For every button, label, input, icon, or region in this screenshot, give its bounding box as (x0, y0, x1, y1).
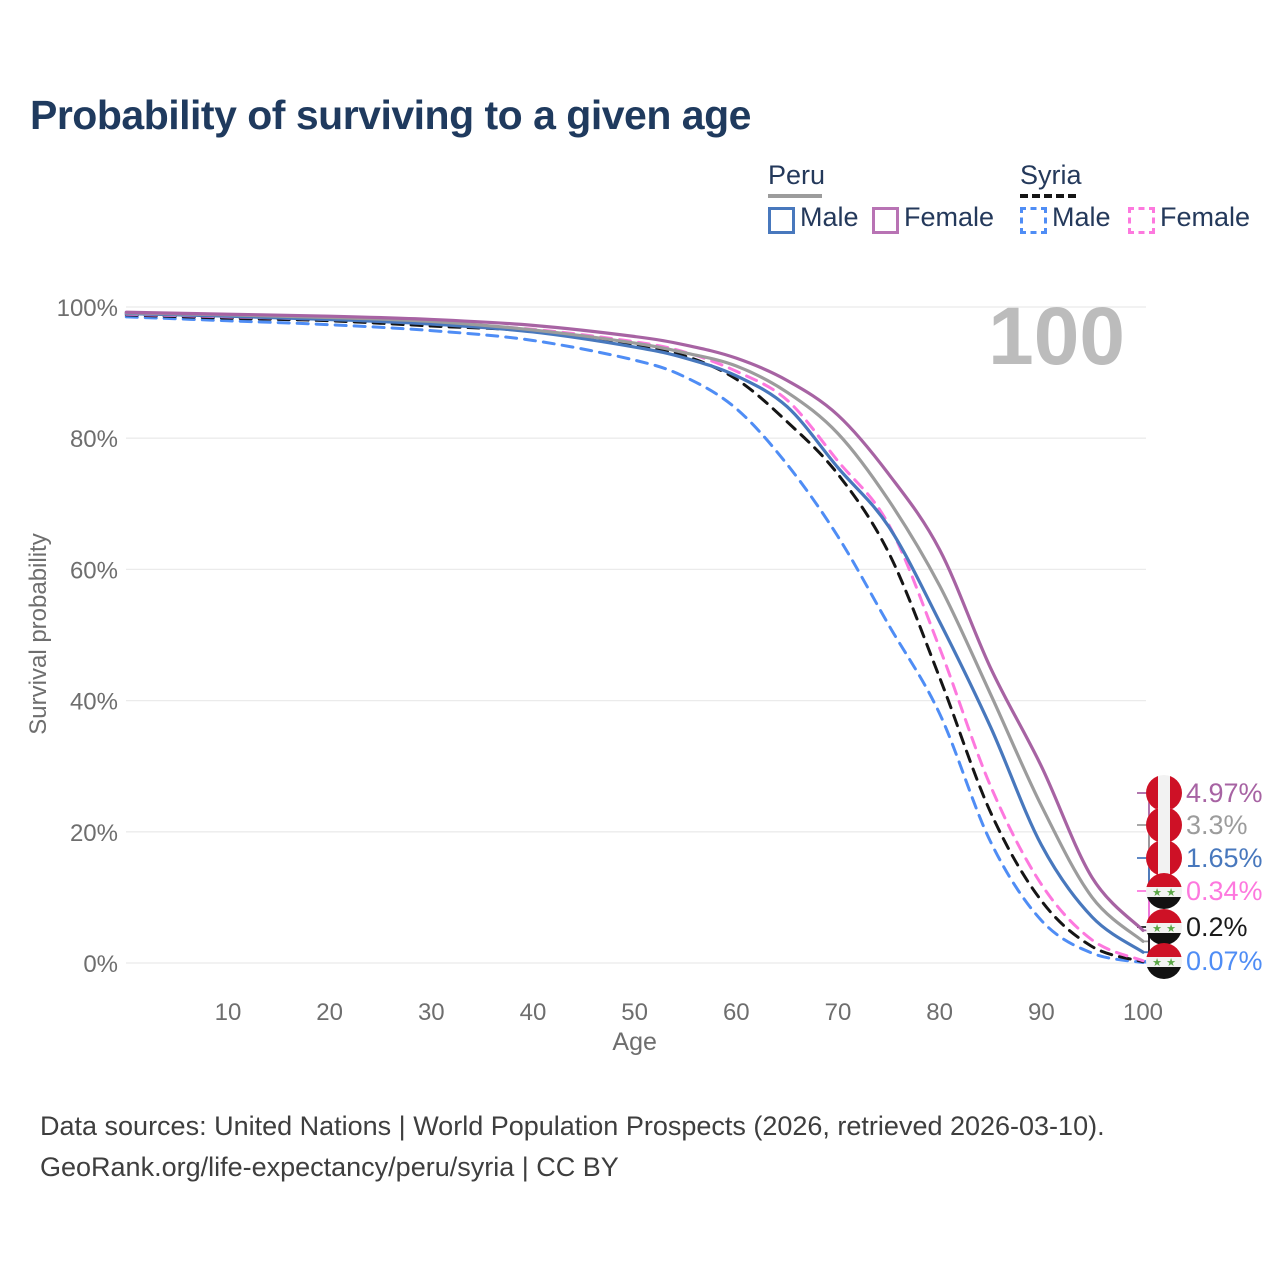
footer-attribution-line[interactable]: GeoRank.org/life-expectancy/peru/syria |… (40, 1152, 619, 1182)
end-label-value: 1.65% (1186, 843, 1263, 873)
legend-group-syria[interactable]: Syria (1020, 160, 1082, 190)
curve-peru-male[interactable] (124, 311, 1145, 954)
y-axis-tick-label: 100% (57, 295, 118, 322)
curve-syria-male[interactable] (124, 315, 1145, 965)
syria-star-icon: ★ (1166, 887, 1176, 899)
y-axis-tick-label: 0% (83, 951, 118, 978)
legend-swatch-syria-female-icon[interactable] (1128, 207, 1155, 234)
y-axis-tick-label: 20% (70, 820, 118, 847)
y-axis-tick-label: 60% (70, 557, 118, 584)
legend-syria-line-swatch (1020, 194, 1076, 198)
legend-item-syria-female[interactable]: Female (1160, 202, 1251, 232)
footer-sources-line: Data sources: United Nations | World Pop… (40, 1111, 1105, 1141)
end-label-value: 0.34% (1186, 876, 1263, 906)
curve-syria-both-sexes[interactable] (124, 313, 1145, 964)
curve-peru-both-sexes[interactable] (124, 311, 1145, 943)
end-label-value: 0.2% (1186, 912, 1248, 942)
curve-syria-female[interactable] (124, 312, 1145, 963)
end-label-value: 0.07% (1186, 946, 1263, 976)
x-axis-tick-label: 20 (316, 999, 343, 1026)
x-axis-tick-label: 80 (926, 999, 953, 1026)
legend-swatch-syria-male-icon[interactable] (1020, 207, 1047, 234)
peru-flag-icon (1146, 807, 1182, 843)
peru-flag-icon (1146, 840, 1182, 876)
y-axis-tick-label: 40% (70, 689, 118, 716)
legend-item-peru-male[interactable]: Male (800, 202, 859, 232)
legend-group-peru[interactable]: Peru (768, 160, 826, 190)
x-axis-title: Age (612, 1028, 656, 1056)
age-watermark: 100 (988, 291, 1125, 382)
x-axis-tick-label: 60 (723, 999, 750, 1026)
x-axis-tick-label: 40 (520, 999, 547, 1026)
syria-flag-icon: ★ ★ (1146, 873, 1182, 909)
x-axis-tick-label: 10 (215, 999, 242, 1026)
syria-flag-icon: ★ ★ (1146, 943, 1182, 979)
legend-item-syria-male[interactable]: Male (1052, 202, 1111, 232)
x-axis-tick-label: 90 (1028, 999, 1055, 1026)
legend-swatch-peru-female-icon[interactable] (872, 207, 899, 234)
syria-star-icon: ★ (1152, 957, 1162, 969)
x-axis-tick-label: 70 (825, 999, 852, 1026)
y-axis-tick-label: 80% (70, 426, 118, 453)
syria-star-icon: ★ (1152, 923, 1162, 935)
legend-peru-line-swatch (768, 194, 822, 198)
syria-flag-icon: ★ ★ (1146, 909, 1182, 945)
y-axis-title: Survival probability (25, 533, 52, 734)
end-label-value: 3.3% (1186, 810, 1248, 840)
page-title: Probability of surviving to a given age (30, 92, 751, 138)
peru-flag-icon (1146, 775, 1182, 811)
x-axis-tick-label: 100 (1123, 999, 1163, 1026)
end-label-value: 4.97% (1186, 778, 1263, 808)
x-axis-tick-label: 30 (418, 999, 445, 1026)
data-sources-footer: Data sources: United Nations | World Pop… (40, 1106, 1105, 1188)
syria-star-icon: ★ (1166, 957, 1176, 969)
curve-peru-female[interactable] (124, 310, 1145, 932)
syria-star-icon: ★ (1152, 887, 1162, 899)
legend-item-peru-female[interactable]: Female (904, 202, 995, 232)
syria-star-icon: ★ (1166, 923, 1176, 935)
x-axis-tick-label: 50 (621, 999, 648, 1026)
legend-swatch-peru-male-icon[interactable] (768, 207, 795, 234)
